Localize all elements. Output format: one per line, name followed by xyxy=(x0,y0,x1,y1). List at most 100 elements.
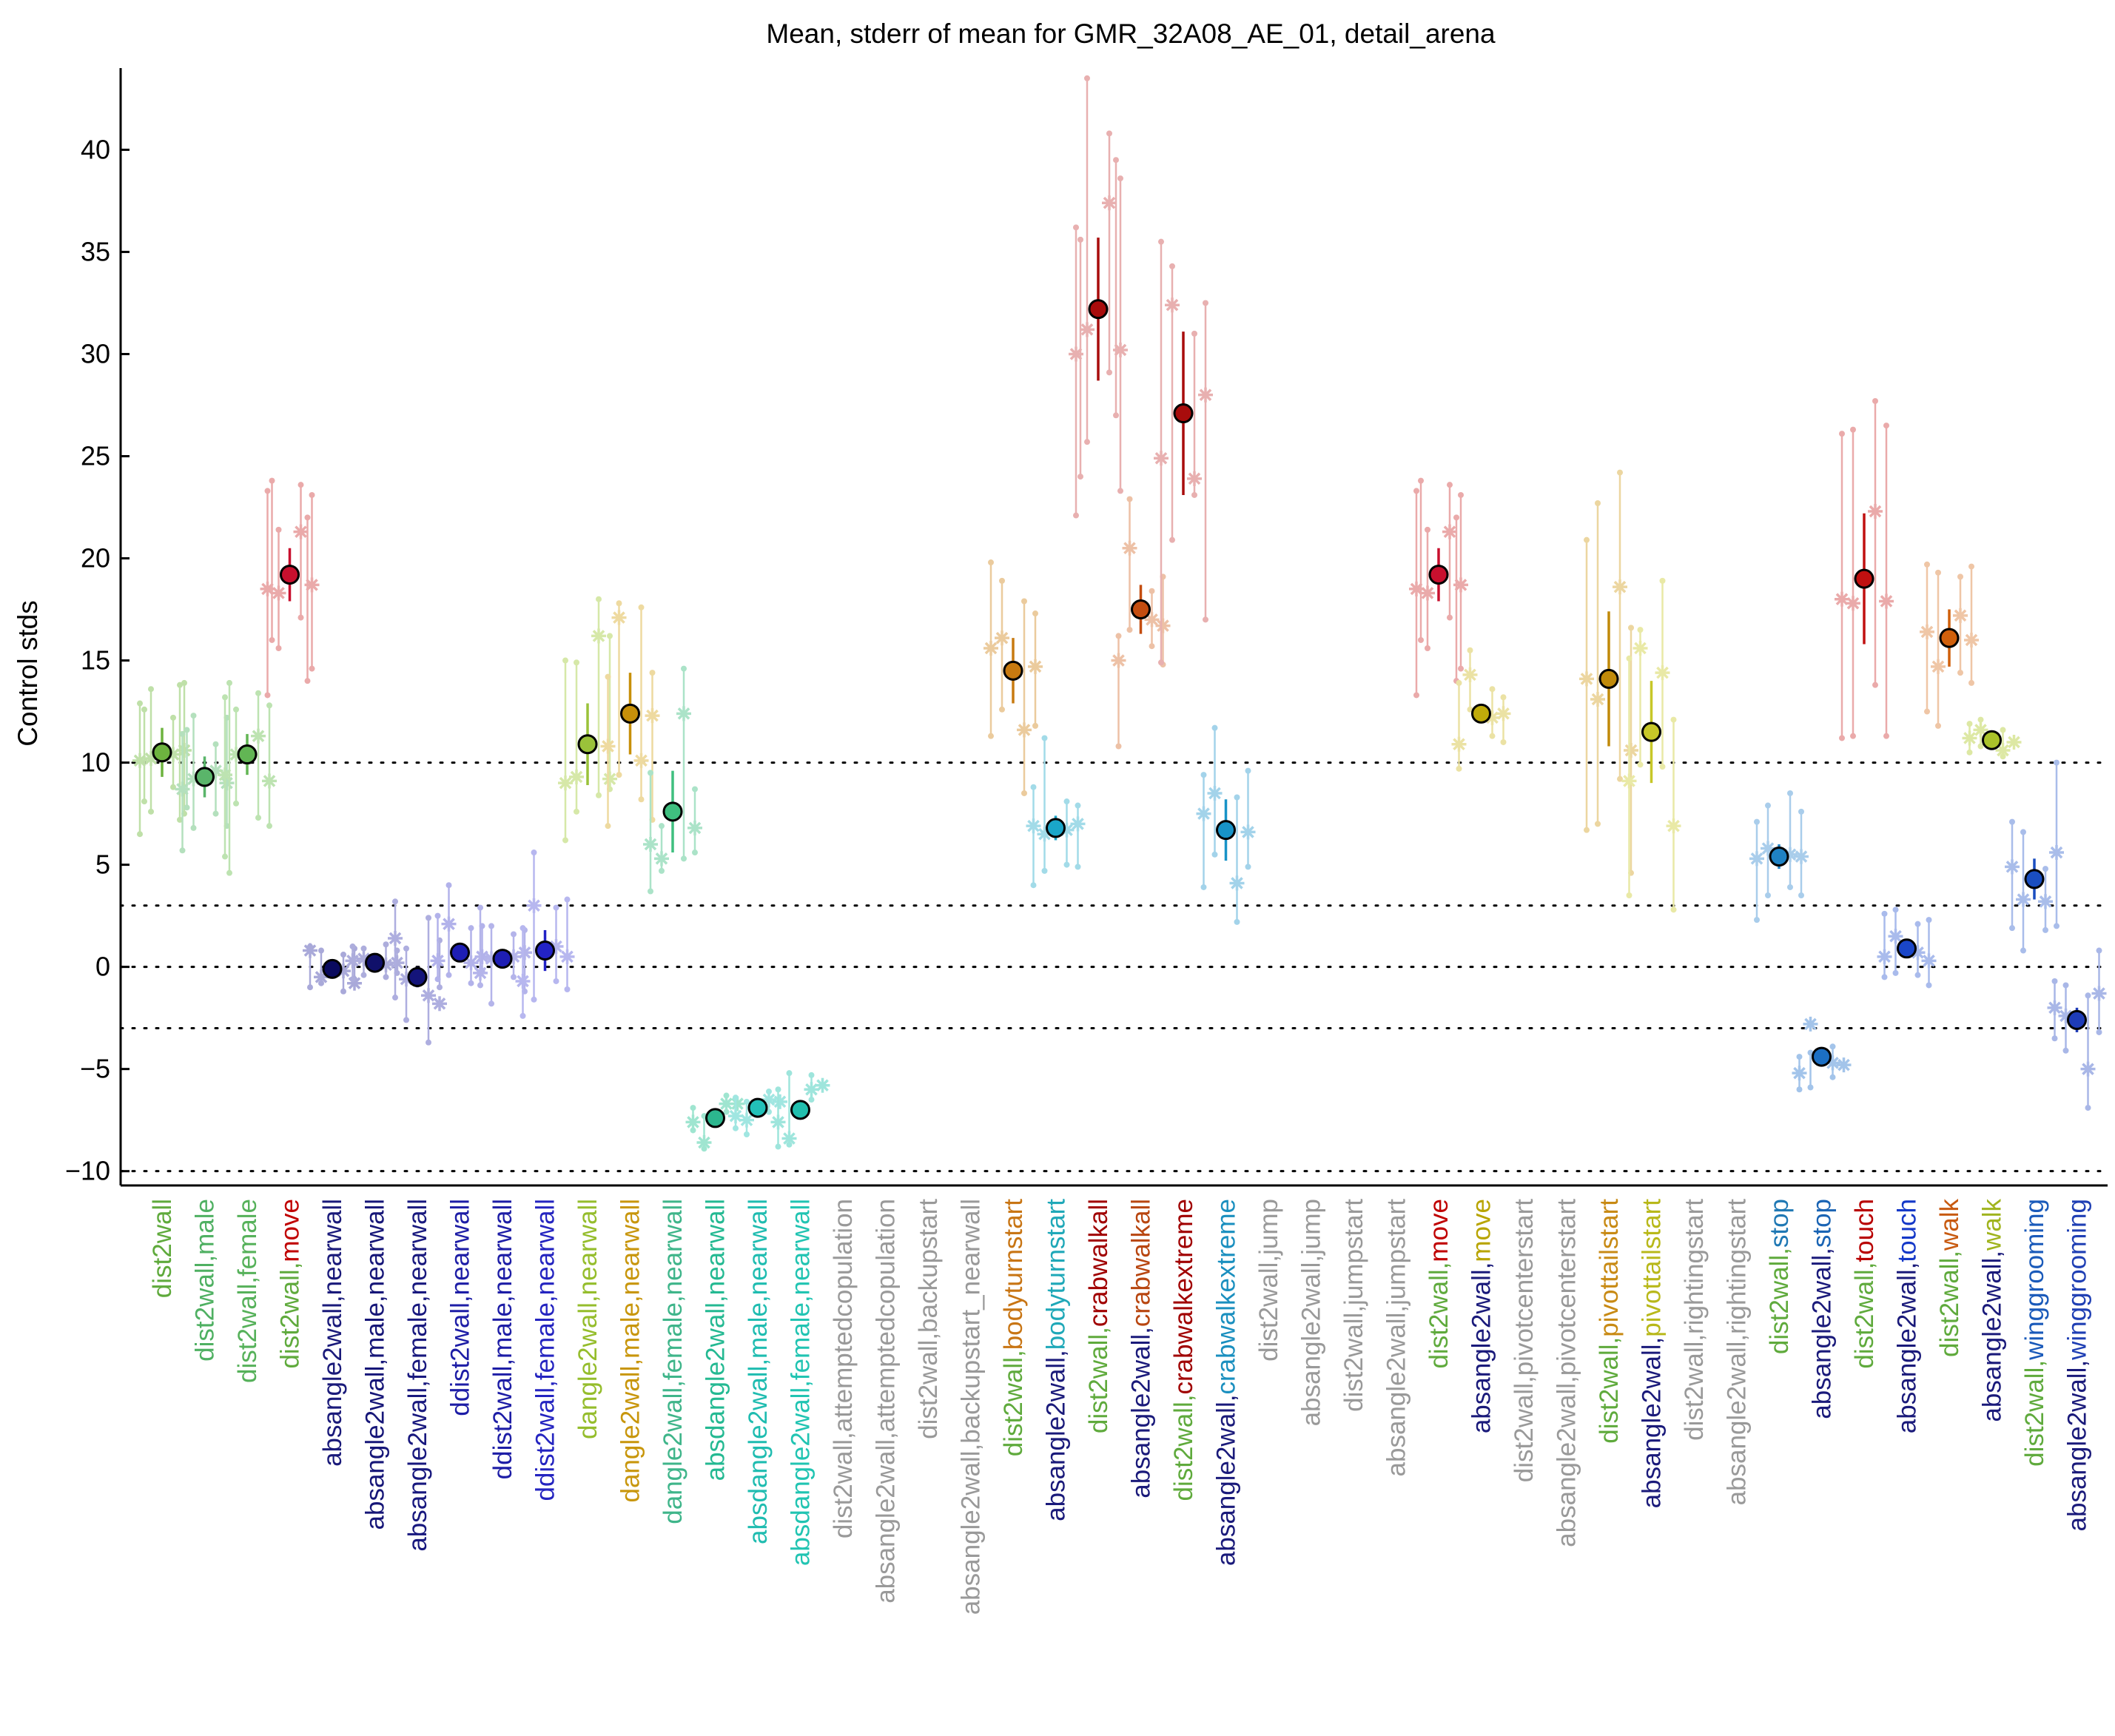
range-point xyxy=(434,976,441,983)
range-point xyxy=(392,995,398,1001)
star-stroke xyxy=(303,944,317,957)
star-marker xyxy=(1655,665,1670,681)
star-stroke xyxy=(1453,738,1465,751)
star-marker xyxy=(1835,591,1849,607)
star-marker xyxy=(611,610,627,625)
mean-marker xyxy=(2067,1009,2087,1030)
star-marker xyxy=(1028,659,1043,674)
x-tick-label: dist2wall,move xyxy=(1425,1199,1453,1369)
x-tick-label: dist2wall,jump xyxy=(1254,1199,1283,1362)
star-stroke xyxy=(517,975,529,988)
range-point xyxy=(1872,397,1878,404)
range-point xyxy=(511,974,517,980)
x-tick-label: absangle2wall,touch xyxy=(1893,1199,1922,1433)
star-marker xyxy=(1070,816,1086,832)
range-point xyxy=(190,713,197,719)
star-stroke xyxy=(698,1136,710,1149)
range-point xyxy=(1829,1074,1836,1080)
star-stroke xyxy=(687,1116,699,1128)
range-point xyxy=(1584,827,1590,833)
range-point xyxy=(170,714,176,721)
star-stroke xyxy=(218,768,232,781)
star-stroke xyxy=(1954,609,1967,622)
x-tick-label: dangle2wall,nearwall xyxy=(574,1199,602,1439)
star-marker xyxy=(1154,451,1169,466)
range-point xyxy=(1073,224,1079,231)
x-tick-label-part: dist2wall, xyxy=(2020,1360,2049,1467)
x-tick-label: dist2wall,pivotcenterstart xyxy=(1510,1199,1539,1482)
x-tick-label-part: dist2wall,pivotcenterstart xyxy=(1510,1199,1539,1482)
range-point xyxy=(309,665,315,672)
range-point xyxy=(1211,724,1218,731)
category-marks xyxy=(1069,75,1128,519)
range-point xyxy=(2096,1029,2102,1035)
mean-marker xyxy=(620,703,640,724)
star-stroke xyxy=(2048,1001,2061,1015)
x-tick-label-part: move xyxy=(1425,1199,1453,1262)
x-tick-label: dist2wall xyxy=(148,1199,177,1298)
star-stroke xyxy=(1624,744,1638,757)
star-stroke xyxy=(1793,1066,1806,1080)
star-marker xyxy=(1931,659,1946,674)
range-point xyxy=(519,1012,526,1019)
range-point xyxy=(2054,759,2059,766)
range-point xyxy=(445,972,452,978)
star-marker xyxy=(515,973,531,989)
range-point xyxy=(297,482,304,488)
y-tick-label: −5 xyxy=(80,1054,110,1084)
x-tick-label: absangle2wall,move xyxy=(1467,1199,1496,1433)
x-tick-label: dist2wall,male xyxy=(191,1199,220,1362)
range-point xyxy=(304,514,311,521)
star-marker xyxy=(1165,297,1180,313)
range-point xyxy=(1418,636,1424,643)
mean-marker xyxy=(152,742,172,763)
x-tick-label: dist2wall,jumpstart xyxy=(1339,1199,1368,1412)
y-tick-label: 40 xyxy=(81,134,110,164)
star-stroke xyxy=(602,740,614,753)
category-marks xyxy=(260,477,320,699)
y-tick-label: 20 xyxy=(81,543,110,573)
range-point xyxy=(1617,469,1623,476)
star-stroke xyxy=(431,955,444,967)
x-tick-label: absdangle2wall,nearwall xyxy=(702,1199,730,1481)
range-point xyxy=(1021,790,1027,796)
range-point xyxy=(1807,1084,1814,1091)
x-tick-label-part: absangle2wall, xyxy=(1638,1337,1667,1509)
star-stroke xyxy=(2059,1009,2072,1023)
star-stroke xyxy=(443,918,455,930)
star-stroke xyxy=(1869,505,1882,518)
category-marks xyxy=(1579,469,1638,876)
star-stroke xyxy=(1208,787,1221,800)
star-stroke xyxy=(561,950,574,963)
star-stroke xyxy=(1072,818,1084,830)
x-tick-label: dist2wall,rightingstart xyxy=(1680,1199,1709,1441)
range-point xyxy=(2096,947,2102,954)
star-stroke xyxy=(1443,525,1456,538)
range-point xyxy=(1467,647,1473,653)
range-point xyxy=(519,925,526,932)
range-point xyxy=(1595,499,1601,506)
range-point xyxy=(297,614,304,621)
x-tick-label: dist2wall,attemptedcopulation xyxy=(829,1199,858,1538)
range-point xyxy=(999,577,1005,584)
star-marker xyxy=(569,769,584,784)
range-point xyxy=(1595,821,1601,827)
star-stroke xyxy=(740,1114,753,1126)
star-stroke xyxy=(1837,1058,1850,1071)
range-point xyxy=(1977,716,1984,723)
range-point xyxy=(1968,563,1974,570)
x-tick-label-part: move xyxy=(276,1199,305,1262)
mean-marker xyxy=(705,1108,725,1128)
mean-marker xyxy=(1428,565,1449,585)
range-point xyxy=(1754,917,1760,923)
x-tick-label-part: absangle2wall,pivotcenterstart xyxy=(1553,1199,1581,1547)
range-point xyxy=(1914,921,1921,927)
star-marker xyxy=(676,706,691,721)
star-marker xyxy=(1026,818,1041,834)
range-point xyxy=(1030,882,1037,889)
range-point xyxy=(1489,686,1496,693)
mean-marker xyxy=(790,1100,810,1120)
x-tick-label-part: dist2wall,male xyxy=(191,1199,220,1362)
star-marker xyxy=(687,820,702,835)
range-point xyxy=(426,915,431,921)
